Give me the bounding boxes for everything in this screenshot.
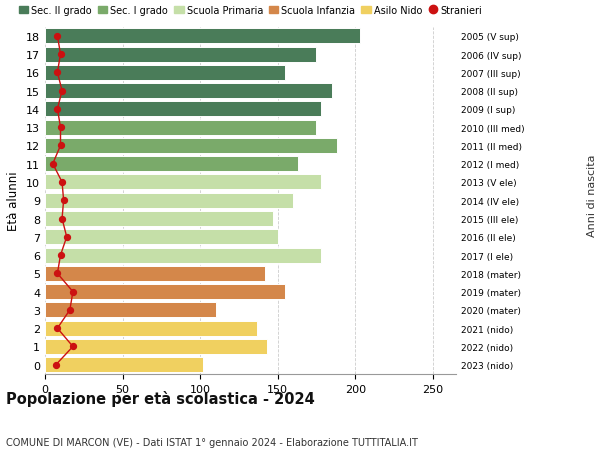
Point <box>51 361 61 369</box>
Bar <box>45 266 265 281</box>
Point <box>57 88 67 95</box>
Bar <box>45 339 267 354</box>
Point <box>56 252 65 259</box>
Text: Anni di nascita: Anni di nascita <box>587 154 597 236</box>
Point <box>53 270 62 277</box>
Bar <box>45 212 273 227</box>
Bar <box>45 157 298 172</box>
Bar <box>45 120 316 135</box>
Point <box>53 106 62 113</box>
Point <box>62 234 71 241</box>
Point <box>68 288 78 296</box>
Bar <box>45 321 257 336</box>
Bar <box>45 102 321 117</box>
Bar <box>45 139 337 154</box>
Bar <box>45 248 321 263</box>
Point <box>57 179 67 186</box>
Bar <box>45 303 215 318</box>
Point <box>56 51 65 59</box>
Point <box>68 343 78 350</box>
Point <box>53 33 62 40</box>
Bar <box>45 84 332 99</box>
Point <box>53 325 62 332</box>
Point <box>48 161 58 168</box>
Text: COMUNE DI MARCON (VE) - Dati ISTAT 1° gennaio 2024 - Elaborazione TUTTITALIA.IT: COMUNE DI MARCON (VE) - Dati ISTAT 1° ge… <box>6 437 418 448</box>
Point <box>53 69 62 77</box>
Y-axis label: Età alunni: Età alunni <box>7 171 20 230</box>
Bar <box>45 358 203 372</box>
Text: Popolazione per età scolastica - 2024: Popolazione per età scolastica - 2024 <box>6 390 315 406</box>
Point <box>65 307 74 314</box>
Point <box>59 197 68 204</box>
Bar <box>45 66 286 81</box>
Bar <box>45 175 321 190</box>
Point <box>56 124 65 132</box>
Bar <box>45 230 278 245</box>
Bar <box>45 29 360 44</box>
Point <box>56 142 65 150</box>
Point <box>57 215 67 223</box>
Bar <box>45 193 293 208</box>
Bar <box>45 285 286 299</box>
Bar <box>45 47 316 62</box>
Legend: Sec. II grado, Sec. I grado, Scuola Primaria, Scuola Infanzia, Asilo Nido, Stran: Sec. II grado, Sec. I grado, Scuola Prim… <box>19 6 482 16</box>
